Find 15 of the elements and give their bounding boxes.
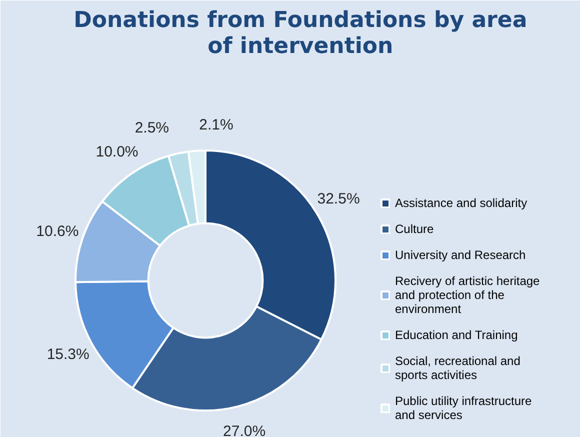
data-label: 2.1%	[199, 116, 234, 134]
data-label: 15.3%	[46, 346, 90, 363]
chart-title: Donations from Foundations by area of intervention	[74, 8, 528, 60]
data-label: 10.0%	[96, 144, 138, 161]
legend-label: Assistance and solidarity	[395, 196, 528, 210]
data-label: 10.6%	[36, 222, 79, 240]
legend-label: Public utility infrastructure and services	[395, 394, 532, 422]
legend-label: Culture	[395, 222, 434, 236]
data-label: 27.0%	[223, 423, 266, 437]
data-label: 32.5%	[317, 190, 360, 208]
legend-label: Education and Training	[395, 328, 518, 342]
legend-label: Social, recreational and sports activities	[395, 354, 520, 382]
legend-label: Recivery of artistic heritage and protection of the environment	[395, 274, 540, 316]
data-label: 2.5%	[134, 119, 170, 136]
legend-label: University and Research	[395, 248, 526, 262]
